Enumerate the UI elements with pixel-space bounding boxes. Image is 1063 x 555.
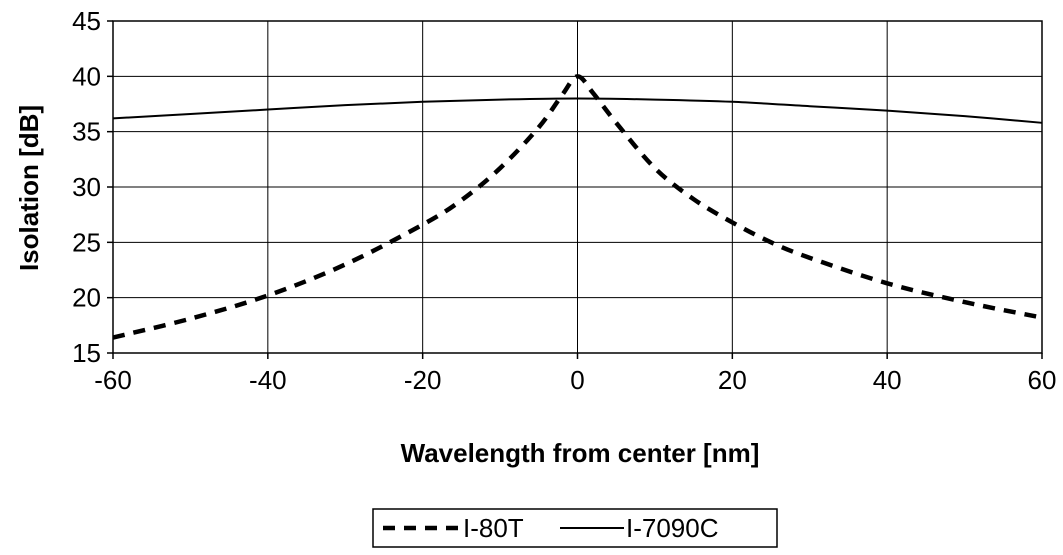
x-axis-title: Wavelength from center [nm]: [401, 438, 760, 468]
x-tick-label: -60: [94, 365, 132, 395]
y-tick-label: 30: [72, 172, 101, 202]
x-tick-label: -40: [249, 365, 287, 395]
x-tick-label: 20: [718, 365, 747, 395]
x-tick-label: 40: [873, 365, 902, 395]
x-tick-label: 0: [570, 365, 584, 395]
plot-area: -60 -40 -20 0 20 40 60 15 20 25 30 35 40 45: [72, 6, 1056, 395]
y-tick-label: 25: [72, 227, 101, 257]
y-tick-label: 15: [72, 338, 101, 368]
x-tick-label: 60: [1028, 365, 1057, 395]
x-tick-label: -20: [404, 365, 442, 395]
y-tick-label: 40: [72, 61, 101, 91]
y-tick-label: 20: [72, 283, 101, 313]
legend-label: I-80T: [463, 513, 524, 543]
y-tick-label: 35: [72, 117, 101, 147]
y-axis-title: Isolation [dB]: [14, 105, 44, 271]
legend-label: I-7090C: [626, 513, 719, 543]
legend: I-80T I-7090C: [373, 509, 777, 547]
y-tick-label: 45: [72, 6, 101, 36]
